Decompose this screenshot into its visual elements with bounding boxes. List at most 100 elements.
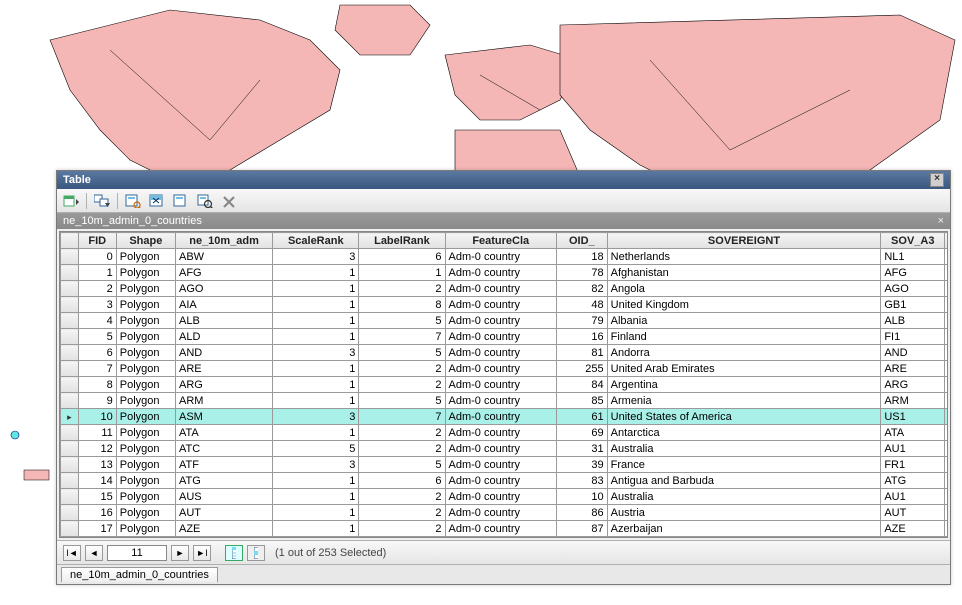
cell[interactable]: AIA xyxy=(175,297,272,313)
table-row[interactable]: 2PolygonAGO12Adm-0 country82AngolaAGO02S… xyxy=(61,281,948,297)
column-header[interactable]: OID_ xyxy=(556,233,607,249)
cell[interactable]: 6 xyxy=(359,473,445,489)
cell[interactable]: 1 xyxy=(273,473,359,489)
cell[interactable]: 0 xyxy=(945,265,947,281)
cell[interactable]: ATG xyxy=(175,473,272,489)
cell[interactable]: 0 xyxy=(945,313,947,329)
cell[interactable]: Adm-0 country xyxy=(445,329,556,345)
cell[interactable]: AUS xyxy=(175,489,272,505)
cell[interactable]: 1 xyxy=(945,457,947,473)
cell[interactable]: Polygon xyxy=(116,249,175,265)
cell[interactable]: 39 xyxy=(556,457,607,473)
cell[interactable]: 0 xyxy=(945,377,947,393)
row-selector[interactable] xyxy=(61,409,79,425)
cell[interactable]: Polygon xyxy=(116,361,175,377)
cell[interactable]: 1 xyxy=(945,249,947,265)
cell[interactable]: FR1 xyxy=(881,457,945,473)
layer-close-button[interactable]: × xyxy=(938,215,944,227)
cell[interactable]: 0 xyxy=(945,473,947,489)
cell[interactable]: Polygon xyxy=(116,441,175,457)
row-selector[interactable] xyxy=(61,521,79,537)
cell[interactable]: Australia xyxy=(607,441,881,457)
table-row[interactable]: 13PolygonATF35Adm-0 country39FranceFR112… xyxy=(61,457,948,473)
cell[interactable]: 8 xyxy=(359,297,445,313)
cell[interactable]: 86 xyxy=(556,505,607,521)
cell[interactable]: 0 xyxy=(945,505,947,521)
cell[interactable]: 12 xyxy=(78,441,116,457)
cell[interactable]: 1 xyxy=(945,297,947,313)
row-selector[interactable] xyxy=(61,313,79,329)
cell[interactable]: Azerbaijan xyxy=(607,521,881,537)
cell[interactable]: 4 xyxy=(78,313,116,329)
row-selector[interactable] xyxy=(61,361,79,377)
cell[interactable]: Adm-0 country xyxy=(445,361,556,377)
cell[interactable]: 5 xyxy=(273,441,359,457)
cell[interactable]: Adm-0 country xyxy=(445,393,556,409)
titlebar[interactable]: Table × xyxy=(57,171,950,189)
cell[interactable]: 3 xyxy=(273,409,359,425)
cell[interactable]: 2 xyxy=(359,361,445,377)
cell[interactable]: Polygon xyxy=(116,425,175,441)
cell[interactable]: Adm-0 country xyxy=(445,521,556,537)
column-header[interactable]: ADM0_DIF xyxy=(945,233,947,249)
cell[interactable]: Polygon xyxy=(116,297,175,313)
cell[interactable]: Adm-0 country xyxy=(445,409,556,425)
column-header[interactable]: ScaleRank xyxy=(273,233,359,249)
cell[interactable]: 2 xyxy=(78,281,116,297)
last-record-button[interactable]: ►I xyxy=(193,545,211,561)
cell[interactable]: 1 xyxy=(273,393,359,409)
delete-selected-button[interactable] xyxy=(219,192,239,210)
clear-selection-button[interactable] xyxy=(171,192,191,210)
cell[interactable]: 5 xyxy=(359,393,445,409)
table-row[interactable]: 5PolygonALD17Adm-0 country16FinlandFI112… xyxy=(61,329,948,345)
cell[interactable]: 0 xyxy=(945,425,947,441)
cell[interactable]: Argentina xyxy=(607,377,881,393)
cell[interactable]: 1 xyxy=(945,441,947,457)
cell[interactable]: 2 xyxy=(359,425,445,441)
row-selector[interactable] xyxy=(61,393,79,409)
cell[interactable]: Polygon xyxy=(116,313,175,329)
cell[interactable]: 1 xyxy=(273,329,359,345)
cell[interactable]: 48 xyxy=(556,297,607,313)
table-row[interactable]: 3PolygonAIA18Adm-0 country48United Kingd… xyxy=(61,297,948,313)
row-selector[interactable] xyxy=(61,505,79,521)
cell[interactable]: 1 xyxy=(273,425,359,441)
cell[interactable]: 1 xyxy=(273,313,359,329)
cell[interactable]: 5 xyxy=(359,457,445,473)
cell[interactable]: 2 xyxy=(359,441,445,457)
row-selector[interactable] xyxy=(61,377,79,393)
column-header[interactable]: SOVEREIGNT xyxy=(607,233,881,249)
cell[interactable]: ALB xyxy=(175,313,272,329)
cell[interactable]: 16 xyxy=(556,329,607,345)
row-selector[interactable] xyxy=(61,441,79,457)
cell[interactable]: Adm-0 country xyxy=(445,297,556,313)
cell[interactable]: AU1 xyxy=(881,489,945,505)
cell[interactable]: Polygon xyxy=(116,409,175,425)
cell[interactable]: ARM xyxy=(175,393,272,409)
cell[interactable]: ARG xyxy=(881,377,945,393)
cell[interactable]: Austria xyxy=(607,505,881,521)
cell[interactable]: 87 xyxy=(556,521,607,537)
cell[interactable]: Polygon xyxy=(116,489,175,505)
cell[interactable]: 2 xyxy=(359,505,445,521)
row-selector[interactable] xyxy=(61,457,79,473)
cell[interactable]: 3 xyxy=(273,457,359,473)
layer-tab[interactable]: ne_10m_admin_0_countries xyxy=(61,567,218,582)
switch-selection-button[interactable] xyxy=(147,192,167,210)
table-row[interactable]: 4PolygonALB15Adm-0 country79AlbaniaALB02… xyxy=(61,313,948,329)
cell[interactable]: France xyxy=(607,457,881,473)
grid-scroll-area[interactable]: FIDShapene_10m_admScaleRankLabelRankFeat… xyxy=(60,232,947,537)
column-header[interactable]: FID xyxy=(78,233,116,249)
column-header[interactable]: FeatureCla xyxy=(445,233,556,249)
cell[interactable]: Adm-0 country xyxy=(445,377,556,393)
cell[interactable]: 5 xyxy=(359,313,445,329)
cell[interactable]: 13 xyxy=(78,457,116,473)
cell[interactable]: 9 xyxy=(78,393,116,409)
cell[interactable]: Adm-0 country xyxy=(445,425,556,441)
cell[interactable]: 10 xyxy=(78,409,116,425)
cell[interactable]: 6 xyxy=(78,345,116,361)
prev-record-button[interactable]: ◄ xyxy=(85,545,103,561)
cell[interactable]: ARG xyxy=(175,377,272,393)
cell[interactable]: 10 xyxy=(556,489,607,505)
cell[interactable]: ALD xyxy=(175,329,272,345)
